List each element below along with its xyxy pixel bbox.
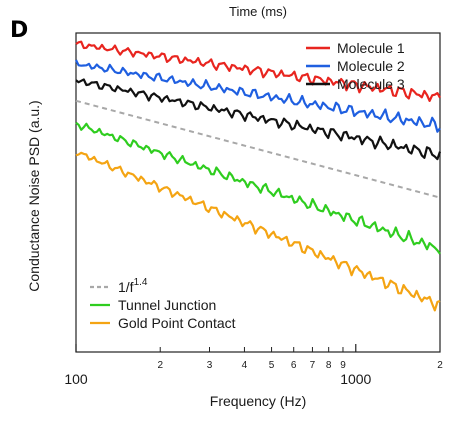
x-minor-tick-label: 6 [291, 360, 297, 371]
x-minor-tick-label: 8 [326, 360, 332, 371]
series-line-tunnel-junction [75, 121, 441, 255]
y-axis-label: Conductance Noise PSD (a.u.) [26, 100, 42, 291]
legend-superscript: 1.4 [134, 277, 148, 288]
series-line-molecule-3 [75, 78, 442, 161]
legend-bottom: 1/f1.4 Tunnel Junction Gold Point Contact [90, 277, 236, 331]
series-line-1-f-1-4 [75, 99, 441, 199]
legend-label: Molecule 3 [337, 76, 405, 92]
x-minor-tick-label: 7 [310, 360, 316, 371]
x-ticks: 100 1000 2 3 4 5 6 7 8 9 2 [64, 344, 443, 387]
x-minor-tick-label: 4 [242, 360, 248, 371]
x-minor-tick-label: 2 [437, 360, 443, 371]
x-axis-label: Frequency (Hz) [210, 393, 306, 409]
plot-frame [75, 32, 441, 353]
chart-title: Time (ms) [229, 4, 287, 19]
series-lines [75, 40, 442, 312]
legend-label: 1/f1.4 [118, 277, 148, 295]
panel-label: D [10, 18, 28, 43]
legend-top: Molecule 1 Molecule 2 Molecule 3 [306, 40, 405, 92]
legend-label: Tunnel Junction [118, 297, 216, 313]
x-minor-tick-label: 2 [157, 360, 163, 371]
x-major-tick-label: 1000 [340, 371, 371, 387]
x-major-tick-label: 100 [64, 371, 88, 387]
legend-label: Molecule 2 [337, 58, 405, 74]
series-line-molecule-2 [75, 59, 441, 133]
x-minor-tick-label: 3 [207, 360, 213, 371]
series-line-gold-point-contact [75, 151, 441, 312]
x-minor-tick-label: 9 [340, 360, 346, 371]
legend-label: Gold Point Contact [118, 315, 236, 331]
x-minor-tick-label: 5 [269, 360, 275, 371]
legend-label: Molecule 1 [337, 40, 405, 56]
series-line-molecule-1 [75, 40, 441, 103]
